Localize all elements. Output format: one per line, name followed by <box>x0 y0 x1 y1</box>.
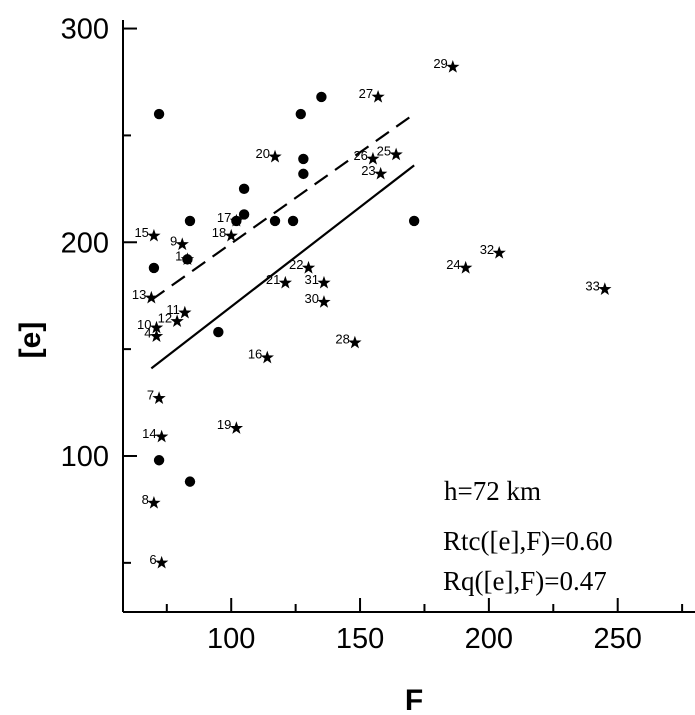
star-point <box>229 421 244 434</box>
annotation-altitude: h=72 km <box>444 476 541 506</box>
annotations: h=72 km Rtc([e],F)=0.60 Rq([e],F)=0.47 <box>443 476 613 596</box>
star-point-label: 16 <box>248 347 262 362</box>
circle-point <box>153 108 165 120</box>
star-point-label: 30 <box>305 291 319 306</box>
star-point <box>268 149 282 163</box>
star-point-label: 22 <box>289 257 303 272</box>
star-point <box>459 260 473 274</box>
y-tick-label: 200 <box>61 227 109 259</box>
star-point-label: 23 <box>361 163 375 178</box>
star-point <box>147 228 161 242</box>
annotation-rq: Rq([e],F)=0.47 <box>443 566 607 596</box>
star-point-label: 26 <box>353 148 367 163</box>
star-point-label: 29 <box>433 56 447 71</box>
circle-point <box>295 108 306 120</box>
star-point <box>348 335 362 349</box>
star-point <box>389 147 403 161</box>
star-point <box>175 237 189 251</box>
star-point-label: 9 <box>170 233 177 248</box>
circle-point <box>269 215 281 227</box>
x-tick-label: 150 <box>336 623 384 655</box>
star-point-label: 21 <box>266 272 280 287</box>
star-point <box>149 329 164 342</box>
x-tick-label: 100 <box>207 623 255 655</box>
star-point-label: 7 <box>147 387 154 402</box>
annotation-rtc: Rtc([e],F)=0.60 <box>443 526 613 556</box>
star-point <box>154 555 169 569</box>
circle-point <box>287 215 299 227</box>
circle-point <box>298 153 309 165</box>
star-point <box>260 350 274 364</box>
star-point-label: 14 <box>142 426 156 441</box>
star-point-label: 18 <box>212 225 226 240</box>
star-point-label: 1 <box>175 248 182 263</box>
circle-point <box>238 183 250 195</box>
fit-lines <box>150 113 415 370</box>
fit-line-solid <box>150 164 415 370</box>
star-point-label: 27 <box>359 86 373 101</box>
star-point <box>178 305 192 319</box>
star-point <box>144 290 158 304</box>
circle-point <box>213 326 224 338</box>
star-point-label: 11 <box>166 302 180 317</box>
star-point <box>301 260 316 274</box>
star-point-label: 20 <box>256 146 270 161</box>
y-tick-label: 100 <box>61 441 109 473</box>
star-point <box>366 151 380 165</box>
fit-line-dashed <box>150 113 415 301</box>
star-point-label: 32 <box>480 242 494 257</box>
star-point <box>492 245 506 259</box>
star-point <box>180 252 195 266</box>
circle-point <box>298 168 309 180</box>
x-axis-title: F <box>405 684 423 715</box>
star-point-label: 15 <box>134 225 148 240</box>
circle-point <box>148 262 160 274</box>
star-point-label: 8 <box>142 492 149 507</box>
star-point-label: 6 <box>149 552 156 567</box>
circle-point <box>153 455 165 466</box>
star-point-label: 13 <box>132 287 146 302</box>
y-tick-label: 300 <box>61 14 109 46</box>
star-point-label: 33 <box>585 278 599 293</box>
star-point <box>371 89 385 103</box>
circle-point <box>408 215 420 227</box>
circle-point <box>184 215 196 227</box>
star-point <box>152 391 166 404</box>
star-point <box>374 166 388 180</box>
star-point-label: 4 <box>144 325 151 340</box>
data-points: 1467891011121314151617181920212223242526… <box>132 56 612 569</box>
star-point-label: 10 <box>137 317 151 332</box>
x-tick-label: 250 <box>594 623 642 655</box>
star-point-label: 17 <box>217 210 231 225</box>
star-point <box>154 429 169 443</box>
x-tick-label: 200 <box>465 623 513 655</box>
star-point-label: 12 <box>158 310 172 325</box>
star-point-label: 25 <box>377 144 391 159</box>
circle-point <box>184 476 196 487</box>
axes: 100 200 300 100 150 200 250 <box>61 14 695 655</box>
star-point <box>224 228 238 242</box>
circle-point <box>316 91 327 103</box>
star-point <box>147 496 161 509</box>
star-point-label: 28 <box>335 332 349 347</box>
star-point <box>446 60 460 73</box>
star-point <box>317 295 331 308</box>
y-axis-title: [e] <box>14 322 47 359</box>
star-point-label: 31 <box>305 272 319 287</box>
star-point-label: 24 <box>446 257 460 272</box>
circle-point <box>238 209 250 220</box>
star-point <box>149 320 164 334</box>
star-point <box>278 275 292 289</box>
star-point <box>317 275 331 289</box>
star-point <box>598 282 612 295</box>
star-point <box>229 213 244 227</box>
star-point-label: 19 <box>217 417 231 432</box>
star-point <box>170 314 184 328</box>
